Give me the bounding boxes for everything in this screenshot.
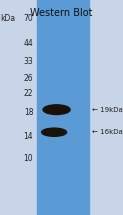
Text: kDa: kDa [1,14,16,23]
Text: 18: 18 [24,108,33,117]
Text: ← 19kDa: ← 19kDa [92,107,123,113]
Ellipse shape [43,105,70,115]
Text: 10: 10 [24,154,33,163]
Text: Western Blot: Western Blot [30,8,93,18]
Text: 26: 26 [24,74,33,83]
Text: 44: 44 [23,38,33,48]
Text: 70: 70 [23,14,33,23]
Text: ← 16kDa: ← 16kDa [92,129,123,135]
Text: 33: 33 [23,57,33,66]
Ellipse shape [42,128,67,136]
Text: 14: 14 [24,132,33,141]
Text: 22: 22 [24,89,33,98]
Bar [37,0,89,215]
